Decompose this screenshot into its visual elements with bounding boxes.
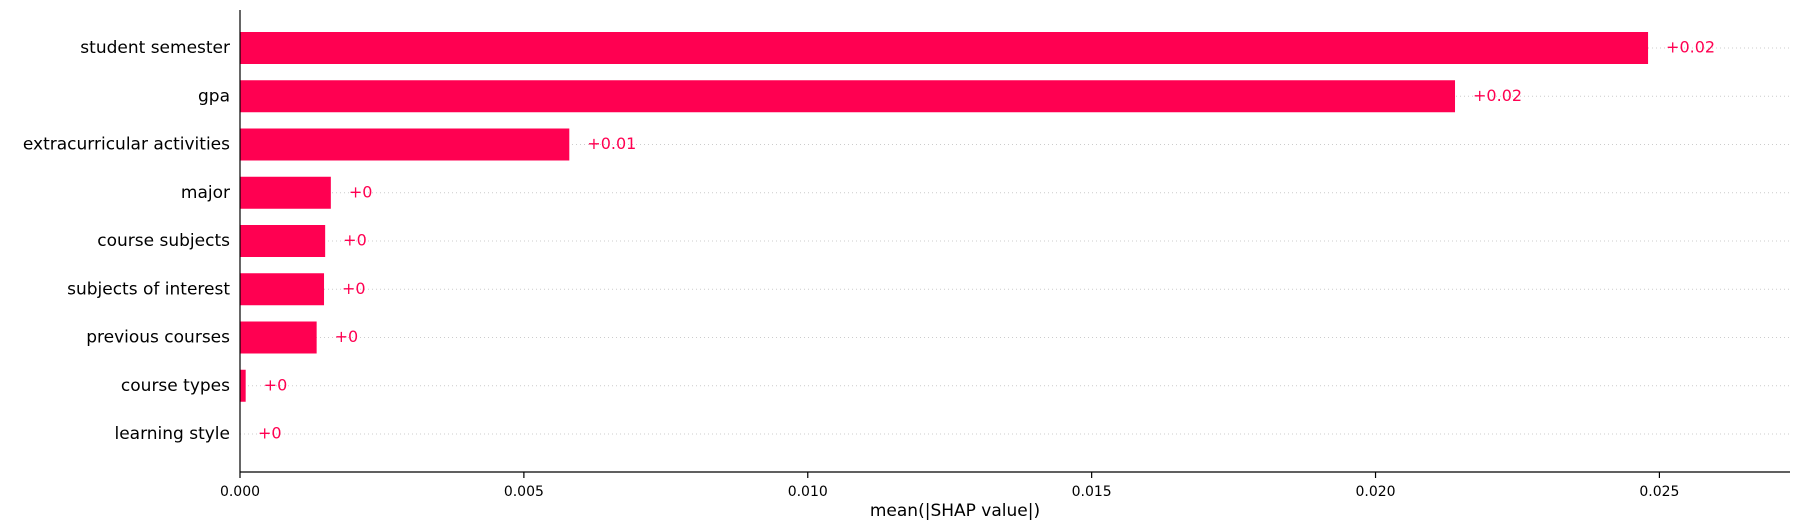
bar-extracurricular-activities <box>240 128 570 161</box>
category-labels: student semester gpa extracurricular activ… <box>23 38 230 444</box>
x-tick-label: 0.010 <box>788 484 828 500</box>
bar-gpa <box>240 80 1456 113</box>
x-tick-label: 0.020 <box>1355 484 1395 500</box>
data-label: +0 <box>335 327 359 346</box>
bar-subjects-of-interest <box>240 273 325 306</box>
category-label: course types <box>121 376 230 396</box>
category-label: gpa <box>198 86 230 106</box>
category-label: extracurricular activities <box>23 135 230 155</box>
category-label: learning style <box>114 424 230 444</box>
data-label: +0 <box>343 231 367 250</box>
data-label: +0 <box>342 279 366 298</box>
x-axis-title: mean(|SHAP value|) <box>870 501 1040 521</box>
category-label: student semester <box>80 38 230 58</box>
bar-major <box>240 176 331 209</box>
x-tick-label: 0.025 <box>1639 484 1679 500</box>
category-label: subjects of interest <box>67 279 230 299</box>
data-label: +0 <box>349 182 373 201</box>
x-ticks: 0.000 0.005 0.010 0.015 0.020 0.025 <box>220 472 1679 500</box>
bars <box>240 32 1649 402</box>
data-label: +0.01 <box>587 134 636 153</box>
data-label: +0.02 <box>1473 86 1522 105</box>
x-tick-label: 0.000 <box>220 484 260 500</box>
category-label: major <box>181 183 230 203</box>
x-tick-label: 0.015 <box>1072 484 1112 500</box>
data-label: +0.02 <box>1666 38 1715 57</box>
bar-student-semester <box>240 32 1649 64</box>
category-label: course subjects <box>97 231 230 251</box>
data-label: +0 <box>264 375 288 394</box>
data-labels: +0.02 +0.02 +0.01 +0 +0 +0 +0 +0 +0 <box>258 38 1715 443</box>
bar-course-subjects <box>240 225 326 257</box>
bar-previous-courses <box>240 321 317 354</box>
category-label: previous courses <box>86 328 230 348</box>
bar-course-types <box>240 369 246 402</box>
data-label: +0 <box>258 424 282 443</box>
x-tick-label: 0.005 <box>504 484 544 500</box>
